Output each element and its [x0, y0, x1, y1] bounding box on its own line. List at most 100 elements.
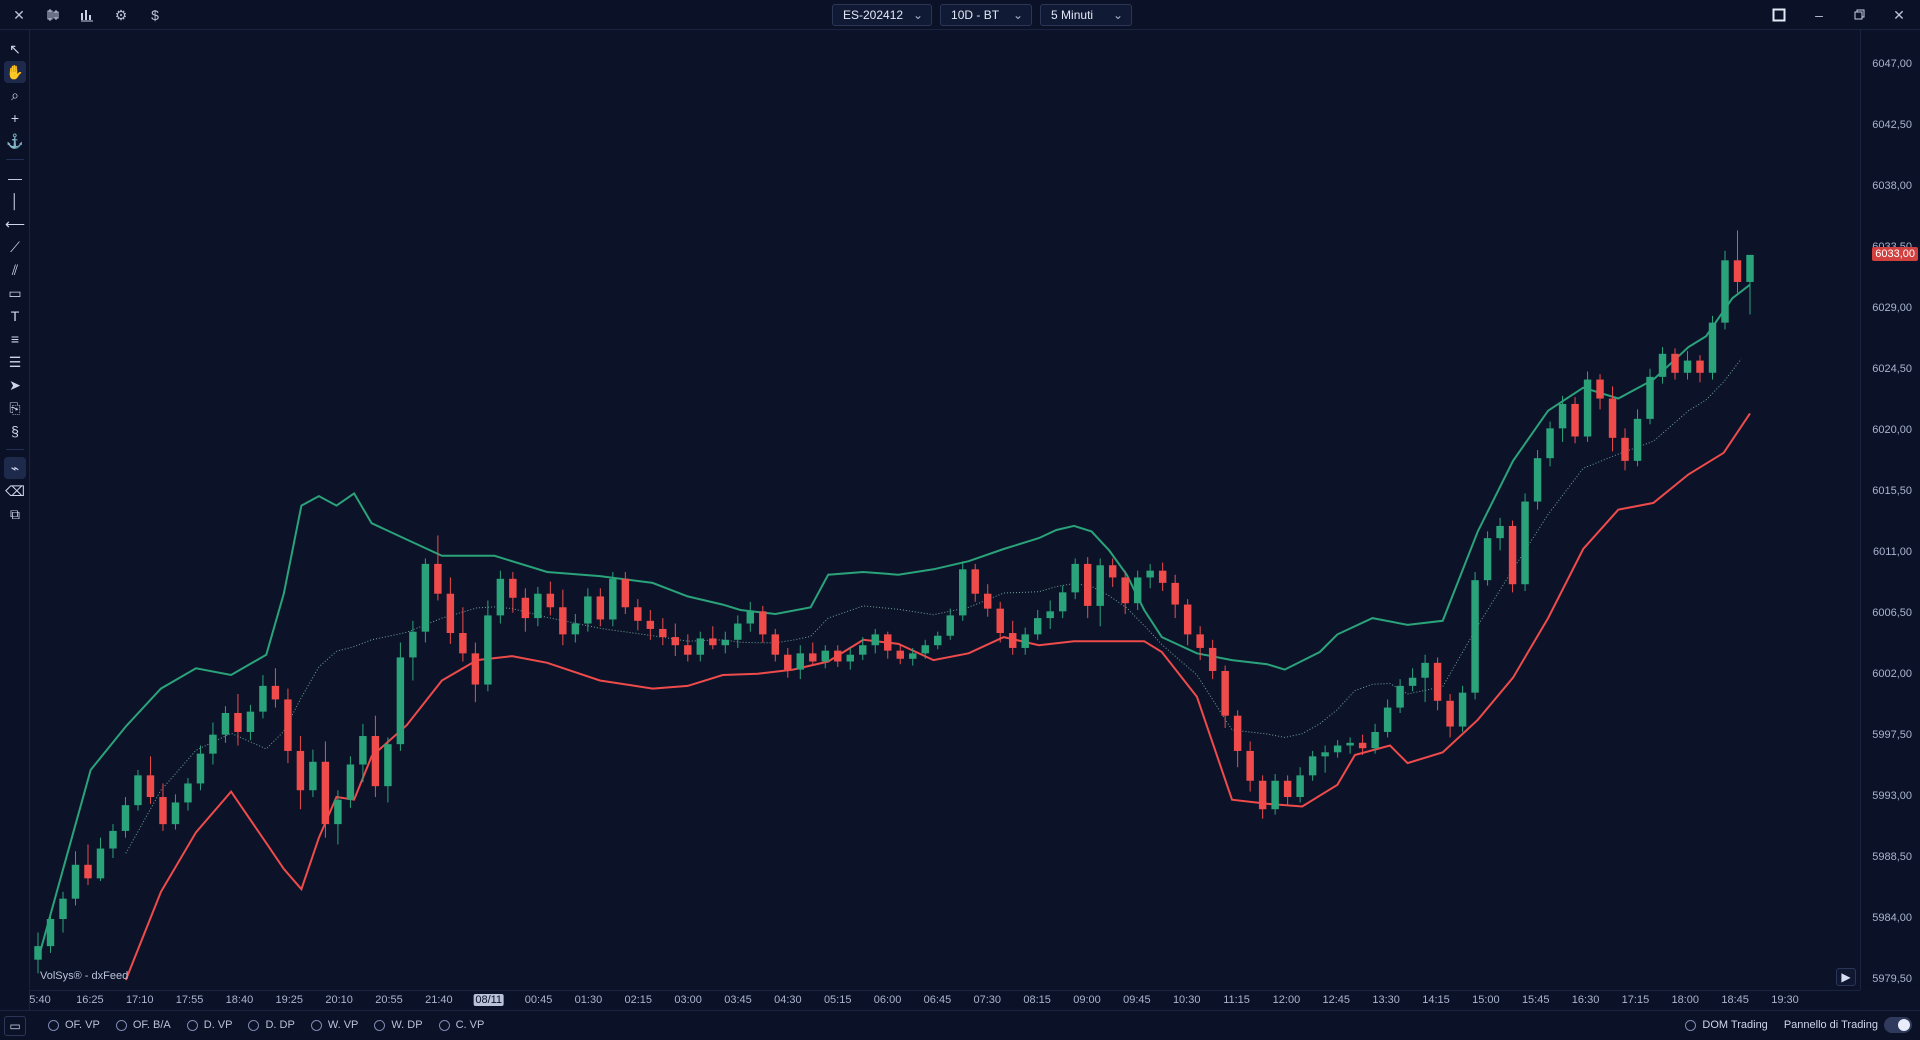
- candle: [1733, 230, 1742, 293]
- trading-panel-toggle[interactable]: Pannello di Trading: [1784, 1017, 1912, 1033]
- indicator-toggle[interactable]: C. VP: [438, 1019, 484, 1031]
- candle-body: [1383, 707, 1392, 732]
- price-axis[interactable]: 6047,006042,506038,006033,506029,006024,…: [1860, 30, 1920, 990]
- candle: [1608, 386, 1617, 452]
- candle-body: [309, 761, 317, 791]
- candle-body: [1558, 403, 1567, 429]
- timeframe-select[interactable]: 5 Minuti ⌄: [1040, 4, 1133, 26]
- candle-body: [134, 775, 142, 806]
- close-icon[interactable]: ✕: [13, 7, 25, 23]
- candle-body: [259, 685, 267, 712]
- candle: [596, 588, 605, 627]
- candle: [284, 688, 292, 764]
- text-icon[interactable]: T: [10, 308, 20, 324]
- gear-icon[interactable]: ⚙: [114, 7, 128, 23]
- pointer-icon[interactable]: ↖: [9, 40, 21, 57]
- indicator-toggle[interactable]: D. VP: [186, 1019, 232, 1031]
- time-axis[interactable]: 5:40 16:25 17:10 17:55 18:40 19:25 20:10 20:55 2…: [29, 990, 1860, 1010]
- indicator-toggle[interactable]: D. DP: [248, 1019, 295, 1031]
- candle: [184, 778, 192, 811]
- symbol-select[interactable]: ES-202412 ⌄: [832, 4, 933, 26]
- arrow-tool-icon[interactable]: ➤: [9, 376, 21, 393]
- layout-icon[interactable]: [1768, 4, 1790, 26]
- time-tick-label: 06:00: [873, 994, 902, 1006]
- indicator-toggles: OF. VP OF. B/A D. VP D. DP W. VP W. DP C. VP: [48, 1019, 484, 1031]
- chart-area[interactable]: [30, 30, 1860, 990]
- candle: [571, 614, 580, 643]
- session-select[interactable]: 10D - BT ⌄: [940, 4, 1033, 26]
- indicator-toggle[interactable]: W. DP: [374, 1019, 423, 1031]
- candle-body: [1046, 611, 1054, 619]
- channel-icon[interactable]: ⫽: [11, 261, 19, 278]
- time-tick-label: 09:45: [1123, 994, 1151, 1006]
- panel-toggle-icon[interactable]: ▭: [4, 1016, 26, 1036]
- time-tick-label: 16:30: [1571, 994, 1600, 1006]
- candle-body: [834, 650, 842, 662]
- close-window-icon[interactable]: ✕: [1893, 7, 1905, 23]
- candle: [771, 628, 780, 662]
- toggle-switch[interactable]: [1884, 1017, 1912, 1033]
- candle: [1221, 665, 1229, 728]
- candle-body: [646, 620, 655, 629]
- magnet-icon[interactable]: ⌁: [4, 457, 26, 479]
- layers-icon[interactable]: ⧉: [10, 505, 20, 522]
- candlestick-chart[interactable]: [30, 30, 1860, 990]
- candle-body: [496, 578, 505, 616]
- minimize-icon[interactable]: –: [1815, 7, 1823, 23]
- crosshair-icon[interactable]: +: [10, 110, 20, 126]
- candle-body: [184, 783, 192, 803]
- candle-body: [46, 919, 55, 947]
- price-tick-label: 5979,50: [1872, 973, 1912, 985]
- list-icon[interactable]: ☰: [8, 353, 22, 370]
- anchor-icon[interactable]: ⚓: [6, 132, 24, 149]
- indicator-label: W. VP: [327, 1019, 359, 1031]
- time-tick-label: 02:15: [624, 994, 653, 1006]
- dollar-icon[interactable]: $: [151, 7, 159, 23]
- candle-body: [896, 650, 904, 659]
- trendline-icon[interactable]: ⟋: [10, 238, 20, 255]
- zoom-icon[interactable]: ⌕: [11, 86, 19, 103]
- candle-body: [759, 611, 767, 635]
- candle-body: [771, 634, 780, 655]
- candle-body: [1421, 662, 1429, 678]
- candle: [271, 668, 280, 708]
- fibonacci-icon[interactable]: ≡: [10, 331, 20, 347]
- candle: [46, 912, 55, 953]
- radio-icon: [310, 1019, 322, 1031]
- script-icon[interactable]: §: [11, 423, 19, 439]
- candle-body: [1021, 634, 1029, 648]
- candles-icon[interactable]: [42, 4, 64, 26]
- time-tick-label: 15:45: [1521, 994, 1550, 1006]
- candle: [446, 577, 455, 644]
- candle: [384, 737, 392, 803]
- candle: [1158, 562, 1167, 592]
- candle: [659, 618, 667, 646]
- candle-body: [971, 569, 979, 594]
- indicator-toggle[interactable]: W. VP: [310, 1019, 359, 1031]
- indicator-toggle[interactable]: OF. B/A: [115, 1019, 171, 1031]
- restore-icon[interactable]: [1848, 4, 1870, 26]
- vertical-line-icon[interactable]: │: [10, 193, 20, 209]
- file-settings-icon[interactable]: ⎘: [9, 399, 21, 416]
- candle: [709, 626, 717, 650]
- play-button[interactable]: ▶: [1836, 968, 1856, 986]
- ray-icon[interactable]: ⟵: [4, 215, 26, 232]
- candle: [796, 645, 804, 680]
- candle: [784, 647, 792, 678]
- bars-icon[interactable]: [76, 4, 98, 26]
- time-tick-label: 16:25: [76, 994, 104, 1006]
- price-tick-label: 6015,50: [1872, 485, 1912, 498]
- horizontal-line-icon[interactable]: —: [8, 170, 22, 186]
- dom-trading-toggle[interactable]: DOM Trading: [1685, 1019, 1768, 1031]
- candle: [196, 745, 205, 791]
- indicator-toggle[interactable]: OF. VP: [48, 1019, 100, 1031]
- time-tick-label: 19:30: [1771, 994, 1799, 1006]
- candle: [1683, 351, 1692, 380]
- candle-body: [746, 611, 755, 624]
- rectangle-icon[interactable]: ▭: [8, 284, 22, 301]
- candle: [1483, 531, 1492, 586]
- eraser-icon[interactable]: ⌫: [5, 482, 25, 499]
- candle-body: [1158, 570, 1167, 583]
- candle: [59, 891, 67, 933]
- hand-icon[interactable]: ✋: [4, 61, 26, 83]
